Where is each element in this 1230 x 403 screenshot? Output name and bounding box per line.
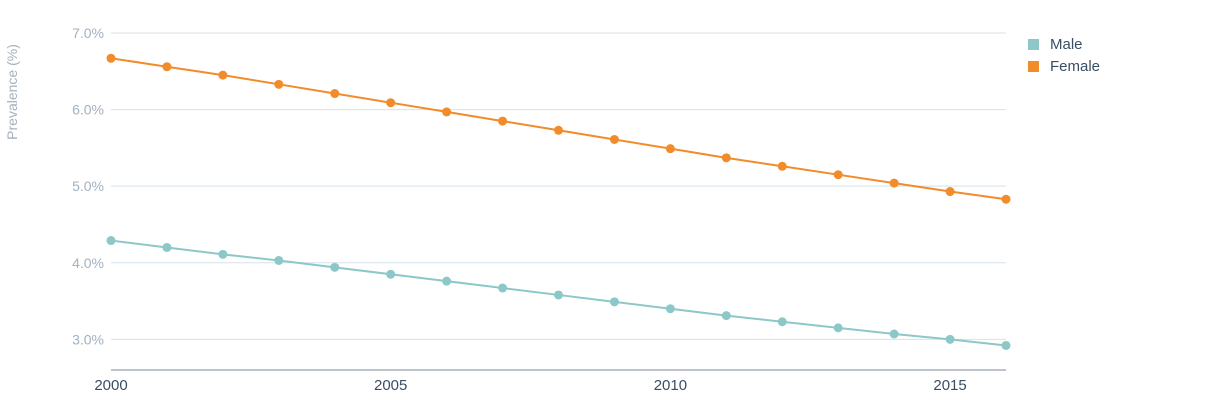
x-tick-label: 2005 [374, 377, 407, 394]
data-point-male[interactable] [833, 323, 843, 333]
data-point-male[interactable] [498, 283, 508, 293]
data-point-female[interactable] [162, 62, 172, 72]
data-point-female[interactable] [665, 144, 675, 154]
data-point-male[interactable] [889, 329, 899, 339]
legend-item-male[interactable]: Male [1028, 33, 1100, 55]
data-point-male[interactable] [665, 304, 675, 314]
data-point-male[interactable] [1001, 340, 1011, 350]
y-tick-label: 5.0% [72, 178, 104, 194]
series [106, 53, 1011, 350]
gridlines [111, 32, 1006, 340]
data-point-female[interactable] [106, 53, 116, 63]
data-point-male[interactable] [609, 297, 619, 307]
data-point-female[interactable] [274, 79, 284, 89]
y-tick-label: 3.0% [72, 331, 104, 347]
data-point-female[interactable] [554, 125, 563, 135]
series-male [106, 236, 1011, 350]
x-tick-label: 2015 [933, 377, 966, 394]
data-point-male[interactable] [162, 242, 172, 252]
legend-swatch [1028, 60, 1039, 72]
legend-swatch [1028, 38, 1039, 50]
data-point-male[interactable] [777, 317, 787, 327]
data-point-male[interactable] [106, 236, 116, 246]
data-point-female[interactable] [386, 98, 396, 108]
data-point-male[interactable] [274, 255, 284, 265]
legend-item-female[interactable]: Female [1028, 55, 1100, 77]
data-point-female[interactable] [889, 178, 899, 188]
data-point-female[interactable] [330, 89, 340, 99]
data-point-female[interactable] [218, 70, 228, 80]
y-tick-label: 7.0% [72, 25, 104, 41]
series-female [106, 53, 1011, 204]
data-point-male[interactable] [330, 262, 340, 272]
x-tick-label: 2010 [654, 377, 687, 394]
data-point-male[interactable] [386, 269, 396, 279]
data-point-female[interactable] [721, 153, 731, 163]
data-point-female[interactable] [945, 187, 955, 197]
legend: Male Female [1028, 33, 1100, 77]
data-point-male[interactable] [218, 249, 228, 259]
data-point-female[interactable] [1001, 194, 1011, 204]
data-point-female[interactable] [609, 134, 619, 144]
y-tick-label: 6.0% [72, 102, 104, 118]
y-tick-label: 4.0% [72, 255, 104, 271]
axes: 3.0% 4.0% 5.0% 6.0% 7.0% 2000 2005 2010 2015 Prev… [4, 25, 1006, 394]
x-tick-label: 2000 [94, 377, 127, 394]
data-point-male[interactable] [721, 311, 731, 321]
data-point-female[interactable] [777, 161, 787, 171]
data-point-female[interactable] [833, 170, 843, 180]
y-axis-label: Prevalence (%) [4, 44, 20, 140]
data-point-male[interactable] [945, 334, 955, 344]
legend-label: Male [1050, 35, 1083, 53]
legend-label: Female [1050, 57, 1101, 75]
data-point-male[interactable] [554, 290, 563, 300]
data-point-female[interactable] [442, 107, 452, 117]
data-point-male[interactable] [442, 276, 452, 286]
data-point-female[interactable] [498, 116, 508, 126]
